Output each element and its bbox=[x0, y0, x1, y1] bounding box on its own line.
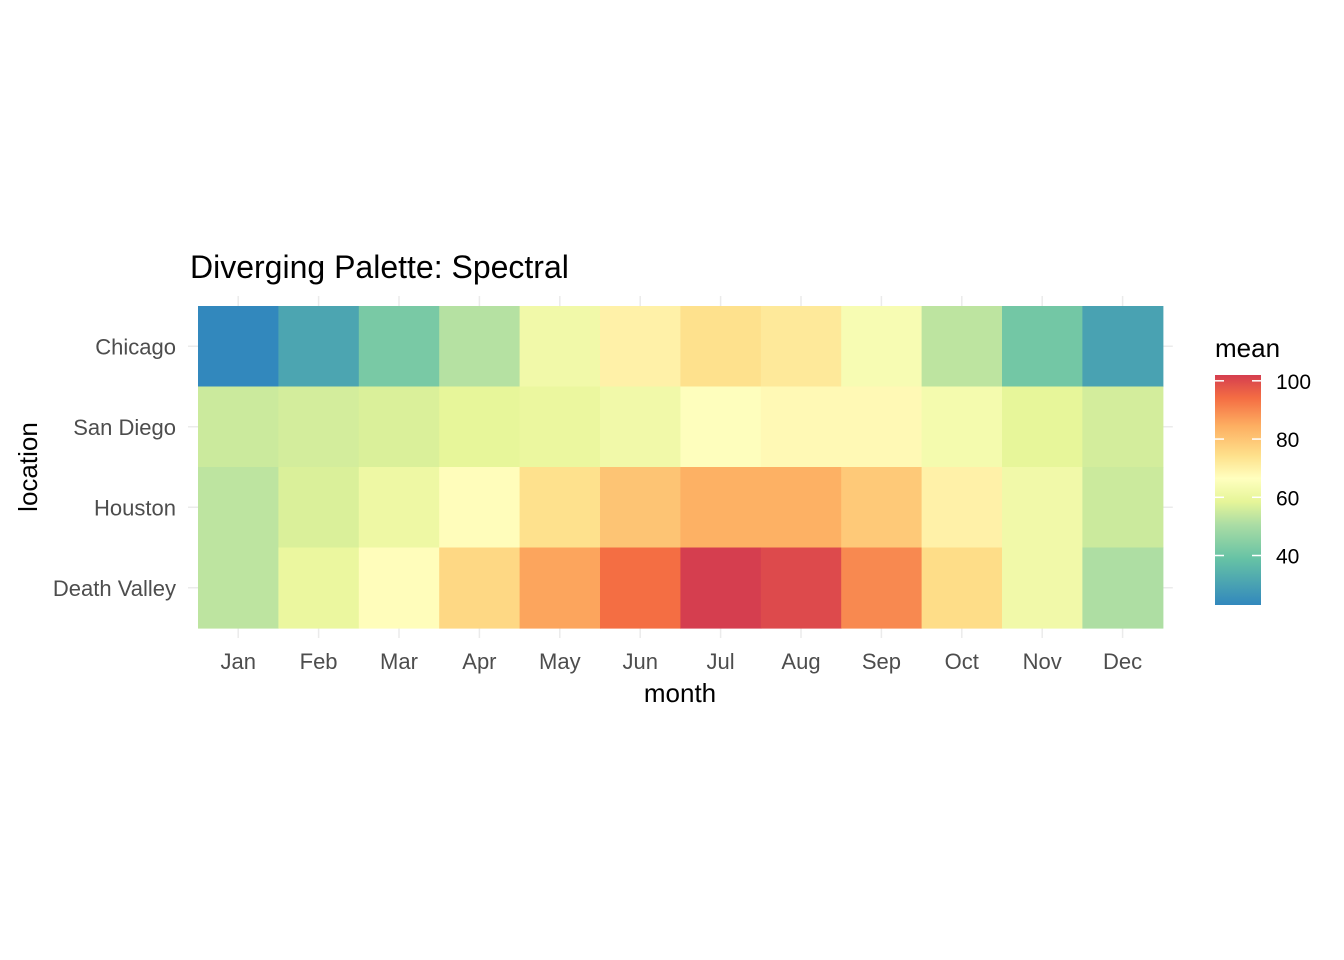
heatmap-cell-death-valley-may bbox=[519, 547, 601, 629]
y-tick-label-san-diego: San Diego bbox=[73, 415, 176, 440]
x-tick-label-dec: Dec bbox=[1103, 649, 1142, 674]
heatmap-cell-houston-feb bbox=[278, 467, 360, 549]
heatmap-cell-chicago-sep bbox=[841, 306, 923, 388]
heatmap-cell-chicago-jun bbox=[600, 306, 681, 388]
heatmap-cell-san-diego-aug bbox=[760, 386, 842, 468]
heatmap-cell-chicago-feb bbox=[278, 306, 360, 388]
y-tick-label-death-valley: Death Valley bbox=[53, 576, 176, 601]
x-tick-label-mar: Mar bbox=[380, 649, 418, 674]
heatmap-cell-houston-mar bbox=[358, 467, 440, 549]
legend-color-bar bbox=[1215, 375, 1261, 605]
heatmap-cell-houston-apr bbox=[439, 467, 521, 549]
x-axis-title: month bbox=[644, 678, 716, 708]
x-tick-label-jan: Jan bbox=[220, 649, 255, 674]
heatmap-cell-chicago-jan bbox=[198, 306, 279, 388]
heatmap-cell-houston-nov bbox=[1002, 467, 1083, 549]
color-legend: mean 40 60 80 100 bbox=[1215, 333, 1311, 605]
heatmap-cell-chicago-jul bbox=[680, 306, 762, 388]
heatmap-cell-chicago-dec bbox=[1082, 306, 1164, 388]
heatmap-cell-death-valley-dec bbox=[1082, 547, 1164, 629]
heatmap-cell-san-diego-dec bbox=[1082, 386, 1164, 468]
heatmap-cell-chicago-may bbox=[519, 306, 601, 388]
heatmap-cell-death-valley-jan bbox=[198, 547, 279, 629]
legend-tick-label-60: 60 bbox=[1276, 487, 1299, 510]
x-tick-label-sep: Sep bbox=[862, 649, 901, 674]
legend-tick-label-80: 80 bbox=[1276, 429, 1299, 452]
heatmap-cell-san-diego-oct bbox=[921, 386, 1003, 468]
chart-title: Diverging Palette: Spectral bbox=[190, 249, 569, 285]
heatmap-cell-death-valley-jul bbox=[680, 547, 762, 629]
legend-tick-label-100: 100 bbox=[1276, 371, 1311, 394]
heatmap-cell-san-diego-jan bbox=[198, 386, 279, 468]
heatmap-cell-san-diego-may bbox=[519, 386, 601, 468]
x-tick-label-nov: Nov bbox=[1023, 649, 1062, 674]
heatmap-cell-san-diego-jul bbox=[680, 386, 762, 468]
heatmap-cell-death-valley-jun bbox=[600, 547, 681, 629]
heatmap-cell-houston-jun bbox=[600, 467, 681, 549]
heatmap-cell-death-valley-mar bbox=[358, 547, 440, 629]
x-tick-label-may: May bbox=[539, 649, 581, 674]
heatmap-cell-death-valley-nov bbox=[1002, 547, 1083, 629]
heatmap-cell-chicago-aug bbox=[760, 306, 842, 388]
heatmap-cell-san-diego-feb bbox=[278, 386, 360, 468]
y-tick-label-houston: Houston bbox=[94, 495, 176, 520]
heatmap-cells bbox=[198, 306, 1164, 629]
heatmap-cell-houston-may bbox=[519, 467, 601, 549]
x-tick-label-jul: Jul bbox=[707, 649, 735, 674]
heatmap-cell-chicago-nov bbox=[1002, 306, 1083, 388]
heatmap-cell-houston-sep bbox=[841, 467, 923, 549]
y-axis-ticks: Chicago San Diego Houston Death Valley bbox=[53, 334, 176, 601]
heatmap-cell-san-diego-sep bbox=[841, 386, 923, 468]
heatmap-cell-houston-jul bbox=[680, 467, 762, 549]
heatmap-cell-death-valley-apr bbox=[439, 547, 521, 629]
heatmap-cell-death-valley-oct bbox=[921, 547, 1003, 629]
x-tick-label-jun: Jun bbox=[622, 649, 657, 674]
x-tick-label-aug: Aug bbox=[781, 649, 820, 674]
legend-tick-label-40: 40 bbox=[1276, 546, 1299, 569]
y-axis-title: location bbox=[13, 422, 43, 512]
heatmap-cell-houston-dec bbox=[1082, 467, 1164, 549]
heatmap-cell-chicago-apr bbox=[439, 306, 521, 388]
heatmap-cell-houston-jan bbox=[198, 467, 279, 549]
heatmap-cell-san-diego-apr bbox=[439, 386, 521, 468]
heatmap-cell-chicago-mar bbox=[358, 306, 440, 388]
heatmap-cell-san-diego-nov bbox=[1002, 386, 1083, 468]
x-axis-ticks: Jan Feb Mar Apr May Jun Jul Aug Sep Oct Nov Dec bbox=[220, 649, 1142, 674]
heatmap-cell-houston-aug bbox=[760, 467, 842, 549]
legend-title: mean bbox=[1215, 333, 1280, 363]
heatmap-cell-death-valley-feb bbox=[278, 547, 360, 629]
heatmap-cell-chicago-oct bbox=[921, 306, 1003, 388]
heatmap-cell-houston-oct bbox=[921, 467, 1003, 549]
heatmap-cell-death-valley-aug bbox=[760, 547, 842, 629]
heatmap-cell-san-diego-jun bbox=[600, 386, 681, 468]
heatmap-cell-san-diego-mar bbox=[358, 386, 440, 468]
y-tick-label-chicago: Chicago bbox=[95, 334, 176, 359]
heatmap-cell-death-valley-sep bbox=[841, 547, 923, 629]
legend-ticks: 40 60 80 100 bbox=[1215, 371, 1311, 569]
x-tick-label-feb: Feb bbox=[300, 649, 338, 674]
x-tick-label-oct: Oct bbox=[945, 649, 979, 674]
x-tick-label-apr: Apr bbox=[462, 649, 496, 674]
